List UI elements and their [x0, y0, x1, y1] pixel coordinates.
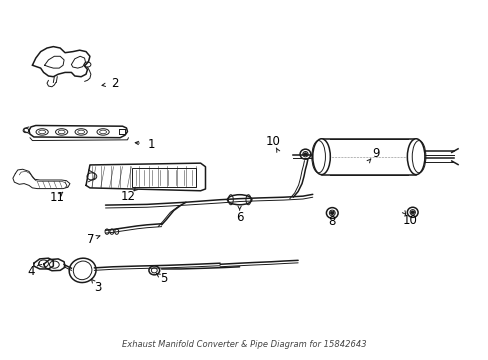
Circle shape — [410, 211, 414, 214]
Text: 9: 9 — [372, 147, 379, 159]
Text: 4: 4 — [27, 265, 35, 278]
Ellipse shape — [312, 139, 330, 175]
Text: 5: 5 — [160, 272, 167, 285]
Bar — [132, 168, 195, 187]
Text: 11: 11 — [49, 192, 64, 204]
Text: 3: 3 — [94, 281, 102, 294]
Text: 7: 7 — [87, 233, 95, 246]
Circle shape — [330, 212, 333, 215]
Text: 6: 6 — [235, 211, 243, 224]
Ellipse shape — [407, 139, 424, 175]
Circle shape — [303, 153, 307, 156]
Text: 10: 10 — [402, 214, 417, 227]
Text: Exhaust Manifold Converter & Pipe Diagram for 15842643: Exhaust Manifold Converter & Pipe Diagra… — [122, 339, 366, 348]
Text: 1: 1 — [148, 138, 155, 150]
Text: 10: 10 — [265, 135, 280, 148]
Text: 12: 12 — [121, 190, 136, 203]
Bar — [119, 129, 125, 134]
Text: 2: 2 — [111, 77, 119, 90]
Text: 8: 8 — [328, 215, 335, 228]
